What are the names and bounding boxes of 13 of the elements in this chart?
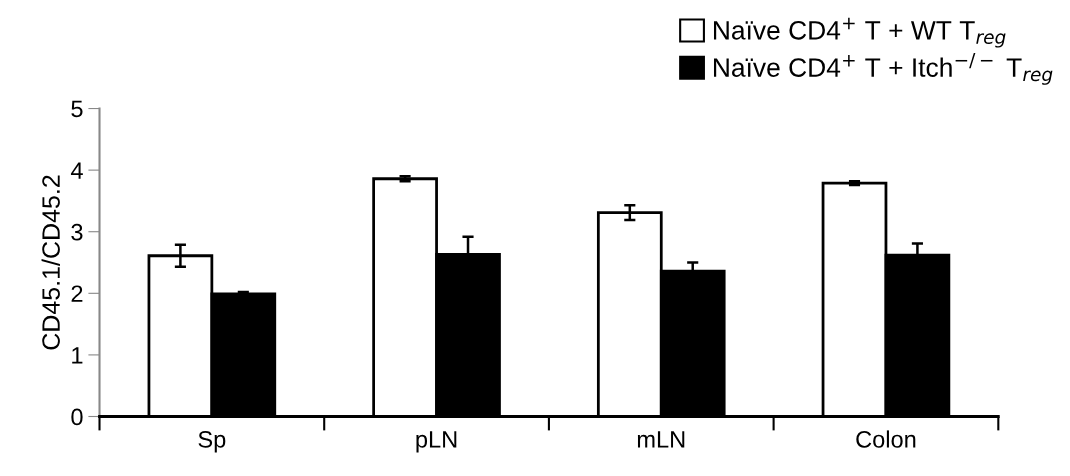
y-tick-label: 2: [71, 285, 83, 302]
legend-label: Naïve CD4$^{+}$ T + WT T$_{reg}$: [714, 17, 1006, 48]
y-tick-label: 3: [71, 223, 83, 241]
x-tick-label: pLN: [416, 431, 457, 453]
y-tick-label: 5: [71, 100, 83, 118]
x-tick-label: Colon: [856, 430, 916, 448]
y-tick-label: 1: [72, 347, 83, 364]
y-tick-label: 4: [70, 162, 83, 179]
y-axis-title: CD45.1/CD45.2: [41, 175, 60, 350]
x-tick-label: Sp: [198, 431, 226, 453]
x-tick-label: mLN: [637, 431, 685, 448]
y-tick-label: 0: [71, 408, 83, 426]
legend-label: Naïve CD4$^{+}$ T + Itch$^{−/−}$ T$_{reg}$: [714, 53, 1053, 85]
